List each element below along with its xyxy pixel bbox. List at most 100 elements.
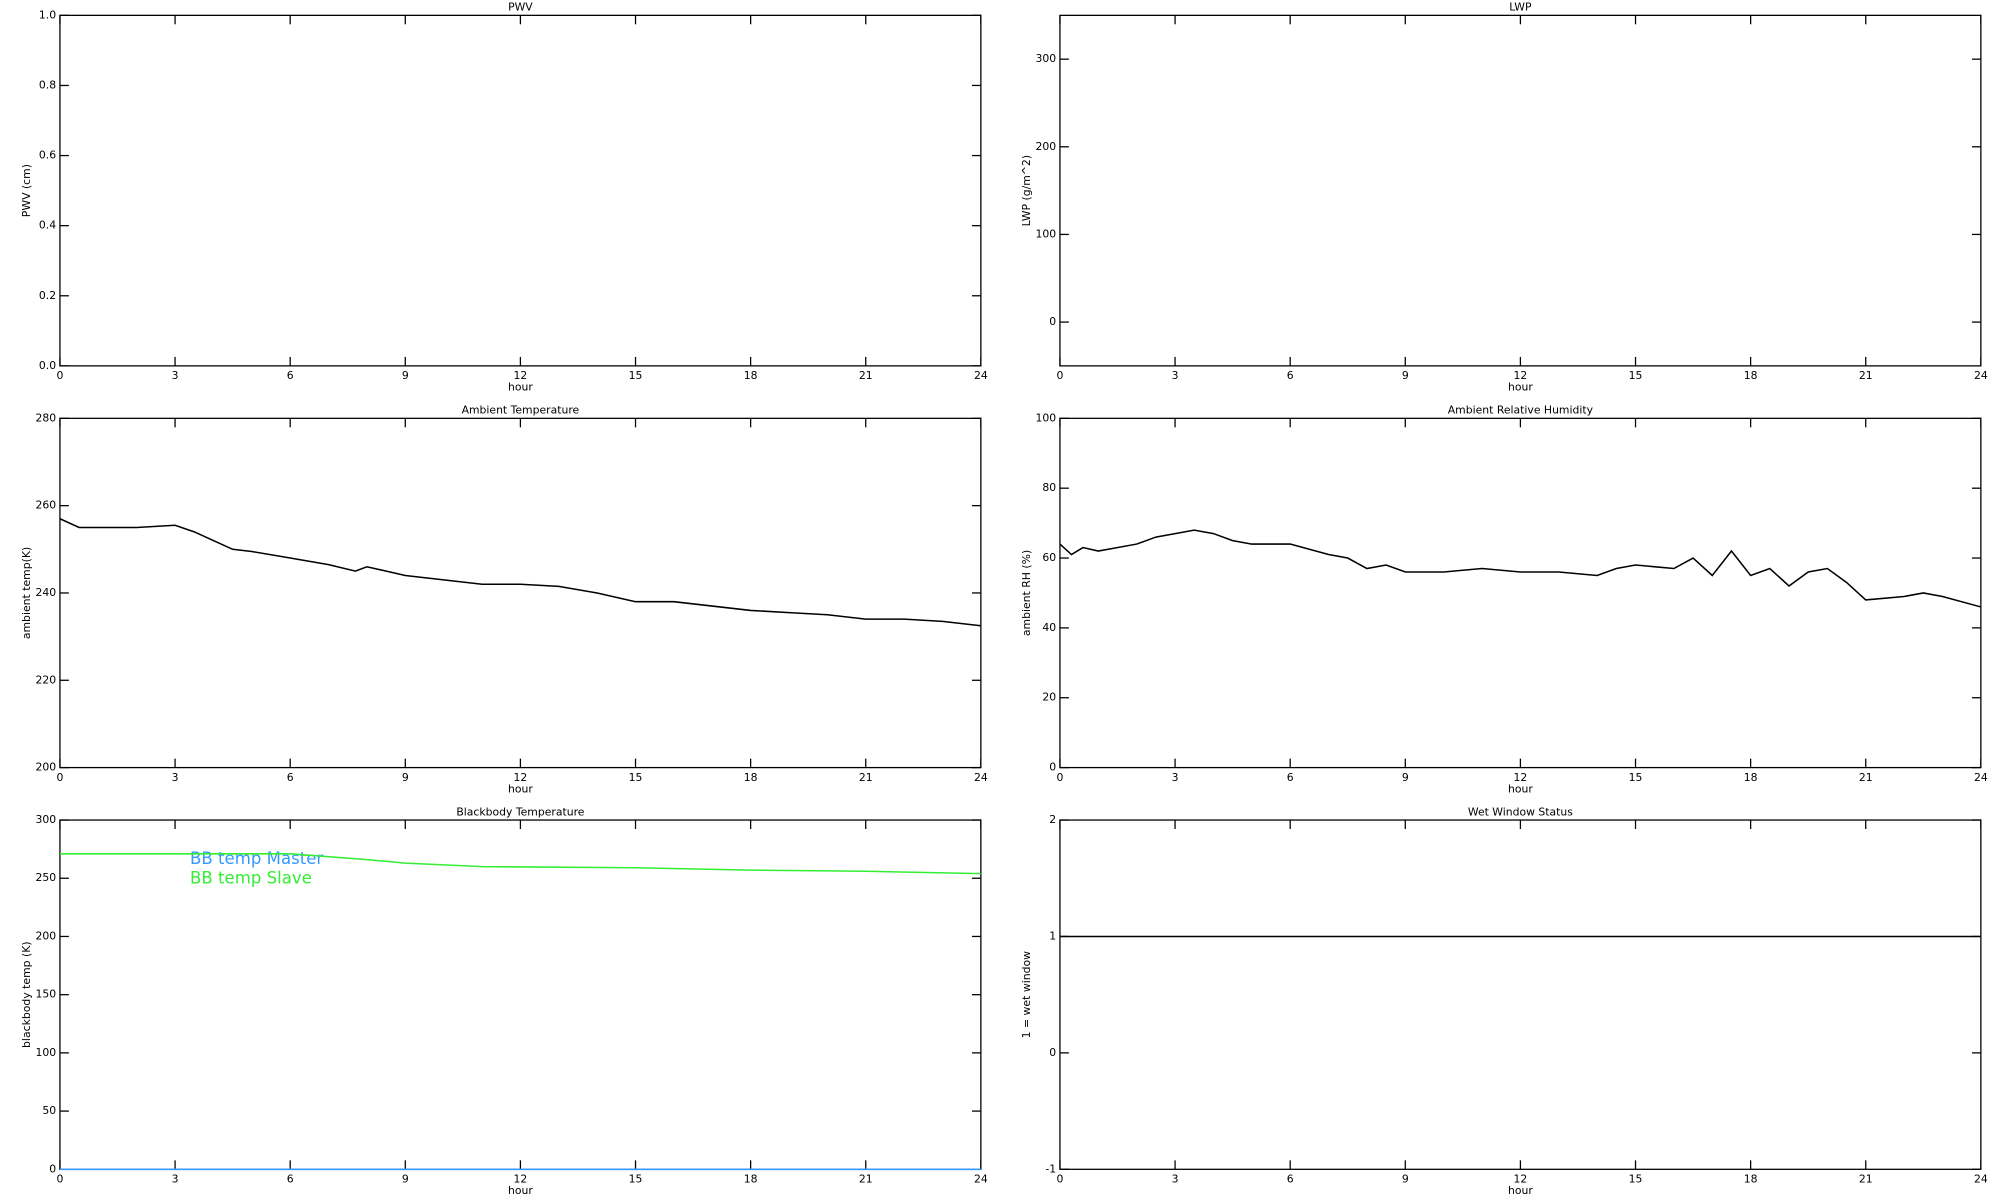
x-tick-label: 24 <box>974 369 988 382</box>
series-line <box>1059 529 1982 608</box>
x-tick-label: 6 <box>287 771 294 784</box>
x-axis-label: hour <box>508 782 533 795</box>
legend-entry: BB temp Master <box>190 849 323 868</box>
x-tick-label: 18 <box>1744 771 1758 784</box>
y-tick-label: 20 <box>1042 691 1056 704</box>
y-tick-label: 100 <box>1035 227 1056 240</box>
plot-frame <box>1059 14 1982 367</box>
series-line <box>59 518 981 627</box>
y-tick-label: 0 <box>1049 1046 1056 1059</box>
x-tick-label: 0 <box>57 771 64 784</box>
panel-title: Wet Window Status <box>1468 805 1573 818</box>
series-line <box>59 853 981 875</box>
x-tick-label: 9 <box>1402 369 1409 382</box>
x-tick-label: 21 <box>859 771 873 784</box>
x-tick-label: 15 <box>629 369 643 382</box>
x-tick-label: 3 <box>172 369 179 382</box>
y-tick-label: 2 <box>1049 813 1056 826</box>
x-tick-label: 12 <box>514 369 528 382</box>
y-tick-label: 0 <box>49 1162 56 1175</box>
x-tick-label: 3 <box>172 1173 179 1186</box>
y-tick-label: 0 <box>1049 761 1056 774</box>
y-tick-label: 250 <box>35 871 56 884</box>
y-tick-label: 150 <box>35 988 56 1001</box>
x-tick-label: 21 <box>859 1173 873 1186</box>
x-tick-label: 3 <box>172 771 179 784</box>
x-tick-label: 24 <box>974 1173 988 1186</box>
x-tick-label: 18 <box>1744 369 1758 382</box>
y-tick-label: 280 <box>35 411 56 424</box>
x-tick-label: 3 <box>1172 369 1179 382</box>
panel-title: Ambient Relative Humidity <box>1448 404 1594 417</box>
x-axis-label: hour <box>508 1184 533 1197</box>
x-tick-label: 0 <box>57 369 64 382</box>
panel-title: Ambient Temperature <box>462 404 580 417</box>
x-tick-label: 9 <box>1402 1173 1409 1186</box>
x-tick-label: 0 <box>1057 1173 1064 1186</box>
y-tick-label: 100 <box>35 1046 56 1059</box>
x-tick-label: 12 <box>1514 771 1528 784</box>
y-tick-label: 0.2 <box>39 289 56 302</box>
panel: Wet Window Status hour 1 = wet window 0 3 6 9 1… <box>1020 805 1988 1197</box>
panel: LWP hour LWP (g/m^2) 0 3 6 9 12 15 18 21 24 0 100 200 3… <box>1020 1 1988 394</box>
x-tick-label: 3 <box>1172 771 1179 784</box>
y-tick-label: 240 <box>35 586 56 599</box>
y-tick-label: 260 <box>35 499 56 512</box>
plot-frame <box>1059 819 1982 1170</box>
y-tick-label: 40 <box>1042 621 1056 634</box>
x-tick-label: 9 <box>402 369 409 382</box>
x-tick-label: 18 <box>744 1173 758 1186</box>
x-tick-label: 0 <box>1057 771 1064 784</box>
y-tick-label: 0.0 <box>39 359 56 372</box>
x-axis-label: hour <box>1508 381 1533 394</box>
y-tick-label: 0 <box>1049 315 1056 328</box>
panel: Ambient Temperature hour ambient temp(K) 0 3… <box>20 404 988 796</box>
y-tick-label: 100 <box>1035 411 1056 424</box>
y-tick-label: 1.0 <box>39 8 56 21</box>
panel: Ambient Relative Humidity hour ambient RH … <box>1020 404 1988 796</box>
y-tick-label: 80 <box>1042 481 1056 494</box>
x-tick-label: 0 <box>57 1173 64 1186</box>
panel: Blackbody Temperature hour blackbody temp … <box>20 805 988 1197</box>
y-tick-label: 50 <box>42 1104 56 1117</box>
y-tick-label: 0.8 <box>39 78 56 91</box>
x-tick-label: 0 <box>1057 369 1064 382</box>
x-tick-label: 21 <box>1859 1173 1873 1186</box>
x-tick-label: 6 <box>287 1173 294 1186</box>
x-axis-label: hour <box>1508 782 1533 795</box>
panel-title: Blackbody Temperature <box>456 805 584 818</box>
x-tick-label: 18 <box>1744 1173 1758 1186</box>
y-axis-label: ambient RH (%) <box>1020 550 1033 636</box>
panel: PWV hour PWV (cm) 0 3 6 9 12 15 18 21 24 0.0 0.2 0.4 0.… <box>20 1 988 394</box>
x-tick-label: 3 <box>1172 1173 1179 1186</box>
y-axis-label: blackbody temp (K) <box>20 941 33 1048</box>
x-tick-label: 18 <box>744 369 758 382</box>
x-axis-label: hour <box>508 381 533 394</box>
y-tick-label: -1 <box>1045 1162 1056 1175</box>
x-tick-label: 6 <box>287 369 294 382</box>
x-tick-label: 15 <box>1629 1173 1643 1186</box>
x-tick-label: 15 <box>1629 771 1643 784</box>
plot-frame <box>59 14 982 367</box>
x-tick-label: 21 <box>859 369 873 382</box>
x-tick-label: 6 <box>1287 771 1294 784</box>
y-axis-label: ambient temp(K) <box>20 547 33 639</box>
y-tick-label: 200 <box>35 929 56 942</box>
x-tick-label: 9 <box>402 1173 409 1186</box>
y-tick-label: 0.4 <box>39 219 56 232</box>
x-tick-label: 24 <box>1974 771 1988 784</box>
x-tick-label: 21 <box>1859 771 1873 784</box>
x-tick-label: 24 <box>974 771 988 784</box>
y-axis-label: 1 = wet window <box>1020 951 1033 1039</box>
x-tick-label: 6 <box>1287 369 1294 382</box>
y-tick-label: 300 <box>1035 52 1056 65</box>
y-tick-label: 60 <box>1042 551 1056 564</box>
y-tick-label: 200 <box>35 761 56 774</box>
y-axis-label: PWV (cm) <box>20 164 33 217</box>
x-tick-label: 9 <box>1402 771 1409 784</box>
x-tick-label: 12 <box>514 1173 528 1186</box>
x-tick-label: 12 <box>1514 369 1528 382</box>
x-tick-label: 15 <box>629 1173 643 1186</box>
